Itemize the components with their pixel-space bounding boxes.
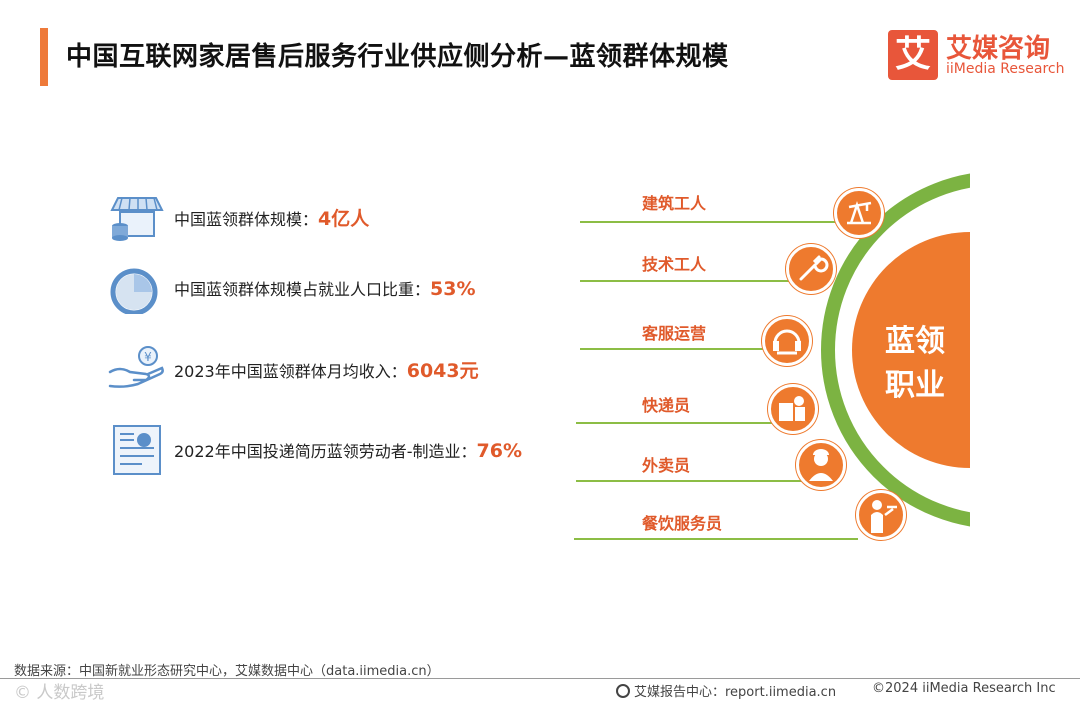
role-connector-line <box>576 422 776 424</box>
delivery-rider-icon <box>796 440 846 490</box>
role-label: 外卖员 <box>642 456 691 475</box>
title-accent-bar <box>40 28 48 86</box>
role-label: 快递员 <box>642 396 691 415</box>
role-label: 技术工人 <box>642 255 707 274</box>
role-label: 餐饮服务员 <box>642 514 723 533</box>
stat-label: 2022年中国投递简历蓝领劳动者-制造业： <box>174 442 477 461</box>
copyright-text: ©2024 iiMedia Research Inc <box>872 681 1056 696</box>
stat-value: 4亿人 <box>318 208 370 230</box>
occupation-ring <box>821 173 970 527</box>
headset-icon <box>762 316 812 366</box>
resume-document-icon <box>113 425 161 475</box>
stat-label: 中国蓝领群体规模占就业人口比重： <box>174 280 431 299</box>
watermark: © 人数跨境 <box>14 683 105 702</box>
logo-chinese-name: 艾媒咨询 <box>946 34 1051 64</box>
report-center-link[interactable]: 艾媒报告中心：report.iimedia.cn <box>616 681 836 700</box>
iimedia-logo: 艾 艾媒咨询 iiMedia Research <box>888 30 1068 82</box>
center-label-line1: 蓝领 <box>885 324 945 359</box>
role-connector-line <box>576 480 806 482</box>
pie-chart-icon <box>110 268 158 314</box>
globe-icon <box>616 684 630 698</box>
stat-label: 中国蓝领群体规模： <box>174 210 319 229</box>
data-source-note: 数据来源：中国新就业形态研究中心，艾媒数据中心（data.iimedia.cn） <box>14 664 440 679</box>
hand-coin-icon: ¥ <box>108 346 164 388</box>
stat-label: 2023年中国蓝领群体月均收入： <box>174 362 407 381</box>
center-label-line2: 职业 <box>885 368 945 403</box>
svg-text:¥: ¥ <box>144 350 152 364</box>
role-label: 客服运营 <box>642 324 707 343</box>
storefront-icon <box>110 197 164 241</box>
stat-value: 6043元 <box>406 360 479 382</box>
report-center-text: 艾媒报告中心：report.iimedia.cn <box>634 685 837 700</box>
center-label: 蓝领 职业 <box>870 320 960 408</box>
logo-english-name: iiMedia Research <box>946 61 1065 77</box>
wrench-icon <box>786 244 836 294</box>
page-title: 中国互联网家居售后服务行业供应侧分析—蓝领群体规模 <box>66 42 729 72</box>
footer-divider <box>0 678 1080 679</box>
role-connector-line <box>580 221 860 223</box>
role-connector-line <box>580 348 770 350</box>
courier-icon <box>768 384 818 434</box>
role-connector-line <box>580 280 800 282</box>
logo-mark: 艾 <box>888 30 938 80</box>
waiter-icon <box>856 490 906 540</box>
blue-collar-occupation-diagram: 蓝领 职业 建筑工人 技术工人 客服运营 快递员 外卖员 餐饮服务员 <box>570 160 980 550</box>
role-connector-line <box>574 538 858 540</box>
stat-value: 76% <box>476 440 522 462</box>
role-label: 建筑工人 <box>642 194 707 213</box>
stat-value: 53% <box>430 278 476 300</box>
oil-pump-icon <box>834 188 884 238</box>
